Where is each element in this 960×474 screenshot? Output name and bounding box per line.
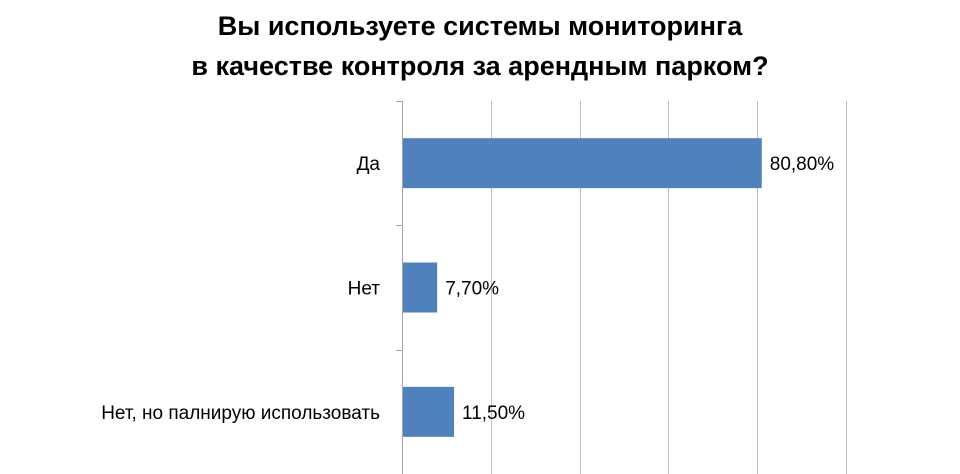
- category-label-1: Да: [357, 154, 381, 175]
- bar-1: [403, 138, 762, 189]
- bar-3: [403, 386, 455, 437]
- bar-2: [403, 262, 438, 313]
- category-label-2: Нет: [348, 279, 381, 300]
- category-label-3: Нет, но палнирую использовать: [101, 403, 380, 424]
- chart-title: Вы используете системы мониторинга в кач…: [0, 6, 960, 86]
- chart-title-line-1: Вы используете системы мониторинга: [217, 11, 743, 41]
- value-label-2: 7,70%: [445, 279, 499, 300]
- value-label-1: 80,80%: [770, 154, 835, 175]
- value-label-3: 11,50%: [462, 403, 525, 424]
- chart-title-line-2: в качестве контроля за арендным парком?: [191, 51, 769, 81]
